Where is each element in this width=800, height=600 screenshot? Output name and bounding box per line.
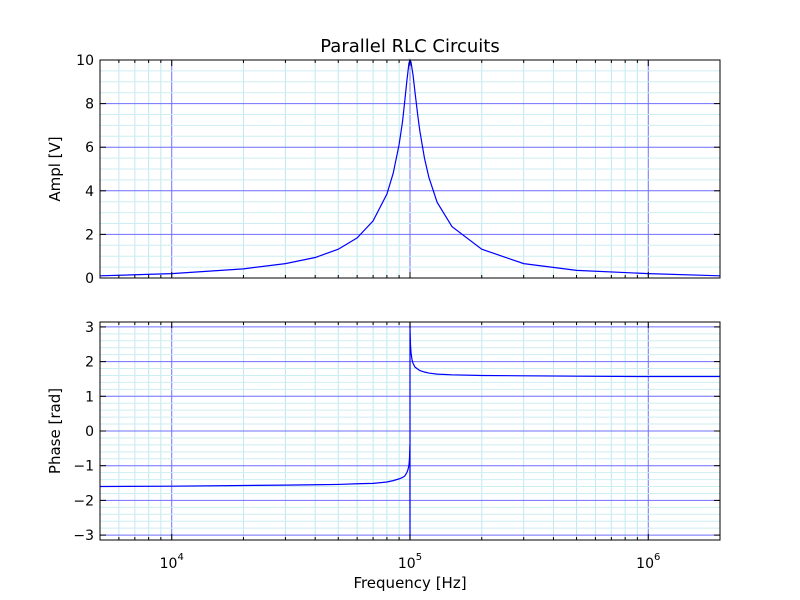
x-tick-label: 105 — [398, 552, 422, 572]
phase-ticks: −3 −2 −1 0 1 2 3 104 105 106 — [73, 320, 721, 572]
series-line — [99, 58, 721, 277]
x-tick-label: 104 — [160, 552, 184, 572]
amplitude-y-axis-label: Ampl [V] — [46, 136, 64, 201]
y-tick-label: 0 — [85, 424, 94, 440]
y-tick-label: 3 — [85, 320, 94, 336]
y-tick-label: 4 — [85, 184, 94, 200]
amplitude-grid — [99, 59, 721, 279]
y-tick-label: −3 — [73, 528, 94, 544]
amplitude-ticks: 0 2 4 6 8 10 — [76, 53, 721, 287]
amplitude-series — [99, 58, 721, 277]
amplitude-axes: 0 2 4 6 8 10 Parallel RLC Circuits Ampl [V] — [46, 36, 721, 287]
y-tick-label: −2 — [73, 493, 94, 509]
y-tick-label: 1 — [85, 389, 94, 405]
y-tick-label: 10 — [76, 53, 94, 69]
y-tick-label: 8 — [85, 97, 94, 113]
y-tick-label: 6 — [85, 140, 94, 156]
phase-axes: −3 −2 −1 0 1 2 3 104 105 106 Frequency [Hz] Phase… — [46, 320, 721, 592]
y-tick-label: 0 — [85, 271, 94, 287]
y-tick-label: −1 — [73, 459, 94, 475]
phase-y-axis-label: Phase [rad] — [46, 388, 64, 474]
x-tick-label: 106 — [636, 552, 660, 572]
chart-title: Parallel RLC Circuits — [320, 36, 499, 57]
y-tick-label: 2 — [85, 227, 94, 243]
x-axis-label: Frequency [Hz] — [353, 574, 466, 592]
y-tick-label: 2 — [85, 355, 94, 371]
